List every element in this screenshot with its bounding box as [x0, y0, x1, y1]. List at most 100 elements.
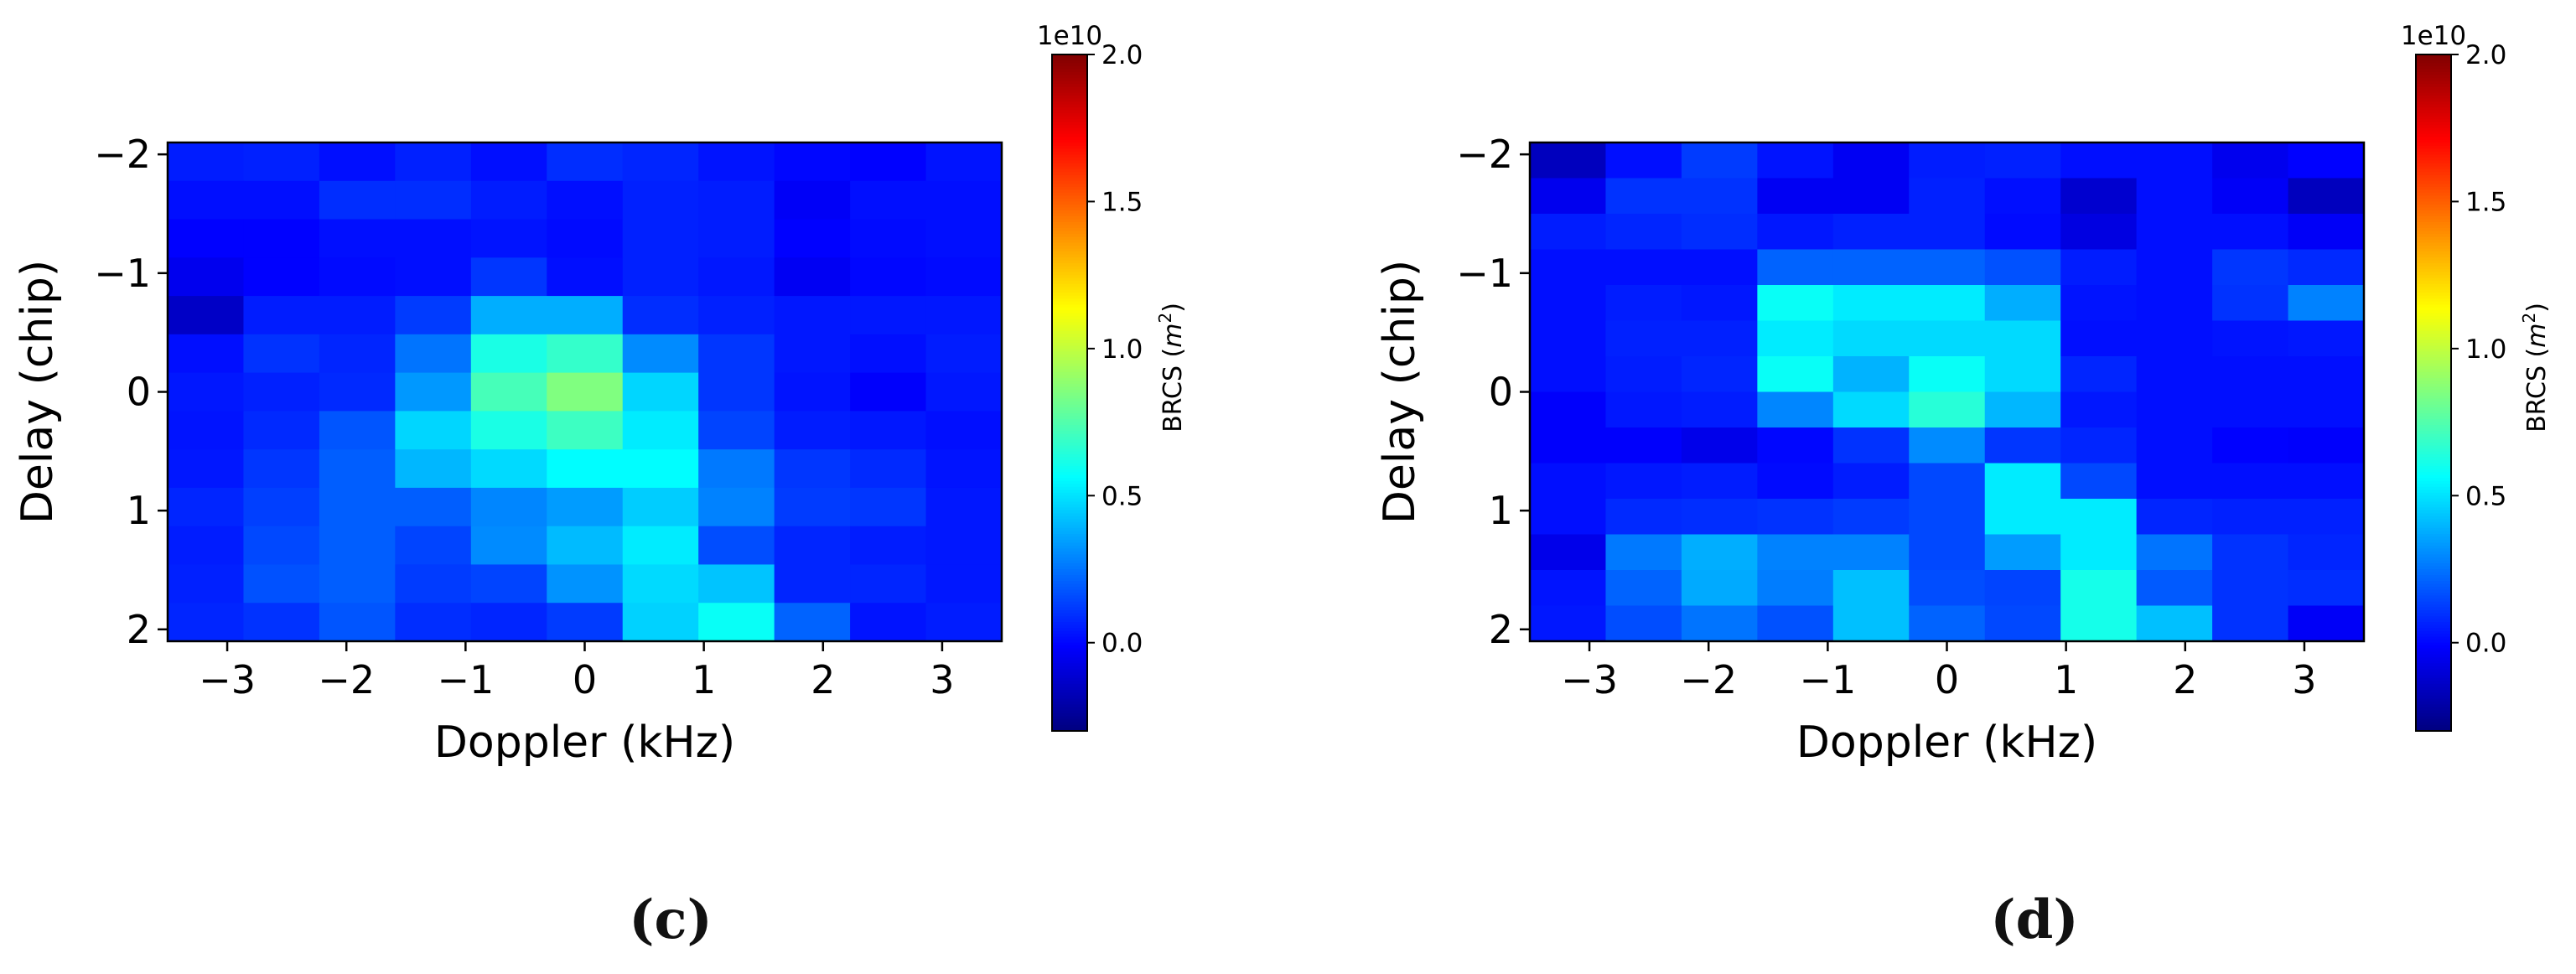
colorbar-segment — [1052, 90, 1087, 94]
heatmap-cell — [168, 411, 245, 450]
colorbar-segment — [1052, 593, 1087, 597]
heatmap-cell — [1681, 178, 1758, 215]
colorbar-segment — [2416, 293, 2451, 297]
heatmap-cell — [1757, 285, 1834, 322]
heatmap-cell — [168, 334, 245, 374]
colorbar-segment — [1052, 607, 1087, 611]
heatmap-cell — [698, 411, 775, 450]
colorbar-segment — [2416, 510, 2451, 514]
heatmap-cell — [925, 449, 1003, 489]
colorbar-segment — [1052, 407, 1087, 412]
heatmap-cell — [243, 372, 320, 412]
heatmap-cell — [1605, 142, 1682, 179]
heatmap-cell — [547, 487, 624, 527]
colorbar-segment — [2416, 369, 2451, 373]
colorbar-segment — [2416, 413, 2451, 417]
colorbar-segment — [1052, 536, 1087, 541]
colorbar-segment — [1052, 616, 1087, 620]
colorbar-segment — [2416, 295, 2451, 299]
heatmap-cell — [925, 142, 1003, 182]
colorbar-segment — [2416, 569, 2451, 573]
colorbar-segment — [1052, 554, 1087, 558]
heatmap-cell — [1757, 178, 1834, 215]
colorbar-segment — [2416, 375, 2451, 379]
colorbar-segment — [2416, 490, 2451, 494]
colorbar-segment — [1052, 336, 1087, 340]
colorbar-segment — [2416, 377, 2451, 382]
colorbar-segment — [1052, 260, 1087, 264]
heatmap-cell — [547, 526, 624, 566]
colorbar-segment — [2416, 313, 2451, 317]
heatmap-cell — [1757, 463, 1834, 500]
colorbar-segment — [1052, 328, 1087, 332]
colorbar-segment — [1052, 492, 1087, 496]
colorbar-segment — [1052, 707, 1087, 712]
colorbar-segment — [2416, 427, 2451, 432]
colorbar-segment — [1052, 172, 1087, 176]
colorbar-segment — [2416, 336, 2451, 340]
colorbar-segment — [2416, 431, 2451, 435]
heatmap-cell — [1681, 570, 1758, 607]
x-tick-label: 3 — [930, 657, 954, 702]
colorbar-segment — [1052, 231, 1087, 235]
heatmap-cell — [2060, 463, 2138, 500]
colorbar-segment — [1052, 613, 1087, 617]
colorbar-segment — [2416, 307, 2451, 311]
colorbar-segment — [1052, 521, 1087, 526]
colorbar-segment — [1052, 551, 1087, 556]
colorbar-segment — [2416, 402, 2451, 406]
colorbar-segment — [2416, 515, 2451, 520]
heatmap-cell — [168, 487, 245, 527]
colorbar-segment — [2416, 322, 2451, 326]
colorbar-segment — [2416, 116, 2451, 120]
colorbar-segment — [1052, 234, 1087, 238]
colorbar-segment — [2416, 345, 2451, 350]
heatmap-cell — [2136, 356, 2213, 393]
heatmap-cell — [1530, 249, 1607, 286]
heatmap-cell — [547, 449, 624, 489]
heatmap-cell — [1909, 320, 1986, 357]
heatmap-cell — [1832, 605, 1910, 642]
heatmap-cell — [1909, 499, 1986, 536]
heatmap-cell — [395, 142, 472, 182]
colorbar-tick-label: 0.0 — [2465, 629, 2506, 659]
colorbar-segment — [2416, 219, 2451, 223]
colorbar-segment — [1052, 119, 1087, 123]
colorbar-segment — [1052, 189, 1087, 194]
heatmap-cell — [774, 564, 851, 604]
heatmap-cell — [698, 603, 775, 642]
colorbar-segment — [2416, 222, 2451, 226]
colorbar-segment — [2416, 357, 2451, 361]
colorbar-segment — [2416, 248, 2451, 252]
heatmap-cell — [2288, 320, 2365, 357]
colorbar-segment — [2416, 354, 2451, 358]
colorbar-segment — [2416, 301, 2451, 305]
colorbar-segment — [2416, 234, 2451, 238]
colorbar-segment — [1052, 174, 1087, 179]
heatmap-cell — [925, 257, 1003, 297]
heatmap-cell — [1984, 570, 2061, 607]
heatmap-cell — [774, 526, 851, 566]
heatmap-cell — [698, 142, 775, 182]
y-tick-label: 1 — [127, 488, 151, 533]
heatmap-cell — [1832, 391, 1910, 428]
colorbar-segment — [1052, 651, 1087, 655]
heatmap-cell — [1832, 356, 1910, 393]
colorbar-segment — [1052, 92, 1087, 96]
heatmap-cell — [1832, 178, 1910, 215]
colorbar-segment — [1052, 316, 1087, 320]
colorbar-segment — [2416, 207, 2451, 211]
heatmap-cell — [243, 296, 320, 335]
heatmap-cell — [1605, 499, 1682, 536]
colorbar-segment — [2416, 648, 2451, 652]
heatmap-cell — [395, 411, 472, 450]
colorbar-segment — [1052, 507, 1087, 511]
colorbar-segment — [2416, 460, 2451, 464]
heatmap-cell — [547, 257, 624, 297]
colorbar-segment — [1052, 98, 1087, 102]
heatmap-cell — [2060, 391, 2138, 428]
colorbar-segment — [2416, 54, 2451, 59]
colorbar-segment — [1052, 313, 1087, 317]
heatmap-cell — [622, 487, 699, 527]
colorbar-segment — [2416, 660, 2451, 664]
